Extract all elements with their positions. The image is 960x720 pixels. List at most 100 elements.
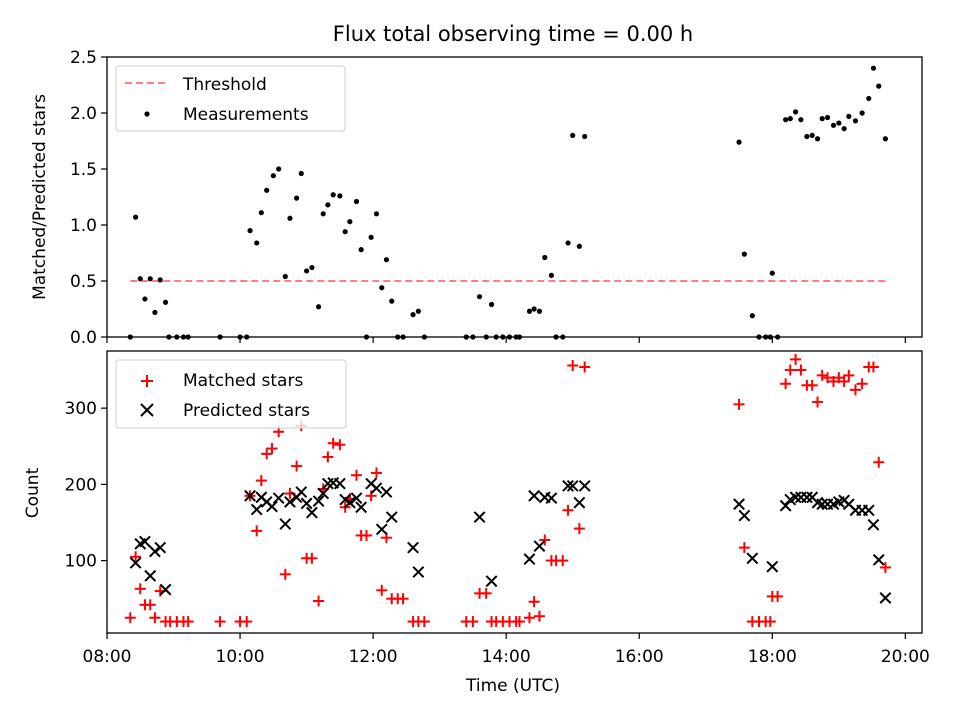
legend-threshold-label: Threshold <box>182 75 267 95</box>
measurement-point <box>852 118 859 124</box>
matched-point <box>795 364 807 376</box>
predicted-point <box>129 556 142 569</box>
measurement-point <box>769 270 775 276</box>
bottom-y-tick-label: 200 <box>65 475 97 495</box>
matched-point <box>370 467 382 479</box>
legend-matched-swatch <box>141 375 153 387</box>
measurement-point <box>309 264 315 271</box>
measurement-point <box>410 312 416 318</box>
measurement-point <box>870 65 877 71</box>
predicted-point <box>284 496 296 508</box>
predicted-point <box>800 491 813 504</box>
matched-point <box>738 542 750 554</box>
predicted-point <box>300 497 313 510</box>
top-legend: Threshold Measurements <box>115 65 346 132</box>
measurement-point <box>792 109 799 115</box>
measurement-point <box>526 308 533 314</box>
measurement-point <box>570 132 576 138</box>
matched-point <box>733 398 745 410</box>
matched-point <box>784 364 796 376</box>
measurement-point <box>830 122 837 128</box>
matched-point <box>790 353 802 365</box>
bottom-legend: Matched stars Predicted stars <box>115 359 347 429</box>
measurement-point <box>298 170 304 177</box>
matched-point <box>856 378 868 390</box>
measurement-point <box>819 116 825 122</box>
legend-predicted-label: Predicted stars <box>183 401 310 421</box>
measurement-point <box>330 192 336 198</box>
top-y-tick-label: 0.0 <box>70 328 97 348</box>
measurement-point <box>809 132 815 138</box>
measurement-point <box>798 117 804 123</box>
top-legend-box <box>115 65 346 132</box>
predicted-point <box>317 487 330 500</box>
top-y-tick-label: 2.0 <box>70 104 97 124</box>
measurement-point <box>303 268 310 274</box>
measurement-point <box>137 276 143 282</box>
top-plot-area <box>127 65 889 340</box>
predicted-point <box>573 496 586 509</box>
predicted-point <box>485 575 498 588</box>
predicted-point <box>139 535 151 548</box>
matched-point <box>149 612 161 624</box>
measurement-point <box>582 133 588 140</box>
measurement-point <box>565 240 571 246</box>
matched-point <box>849 384 861 396</box>
bottom-panel: Count Time (UTC) 100 200 300 08:00 10:00 12:… <box>23 350 930 696</box>
matched-point <box>251 525 263 537</box>
predicted-point <box>154 541 167 554</box>
predicted-point <box>343 496 356 509</box>
matched-point <box>266 443 278 455</box>
matched-point <box>241 616 253 628</box>
bottom-y-ticks: 100 200 300 <box>65 399 107 572</box>
predicted-point <box>779 499 792 512</box>
x-tick-label: 14:00 <box>482 647 531 667</box>
matched-point <box>573 523 585 535</box>
matched-point <box>360 529 372 541</box>
predicted-point <box>370 482 383 495</box>
measurement-point <box>389 298 395 304</box>
measurement-point <box>337 193 343 199</box>
matched-point <box>376 584 388 596</box>
measurement-point <box>488 301 495 308</box>
predicted-point <box>816 498 829 511</box>
top-y-tick-label: 1.0 <box>70 216 97 236</box>
predicted-point <box>738 509 751 522</box>
matched-point <box>539 534 551 546</box>
matched-point <box>528 596 540 608</box>
matched-point <box>822 372 834 384</box>
predicted-point <box>545 492 558 505</box>
predicted-point <box>872 553 885 566</box>
measurement-point <box>824 114 831 121</box>
matched-point <box>313 595 325 607</box>
matched-point <box>397 593 409 605</box>
top-y-axis-label: Matched/Predicted stars <box>30 94 50 300</box>
x-tick-label: 10:00 <box>216 647 265 667</box>
measurement-point <box>133 214 139 220</box>
top-y-ticks: 0.0 0.5 1.0 1.5 2.0 2.5 <box>70 48 107 348</box>
matched-point <box>279 568 291 580</box>
legend-matched-label: Matched stars <box>183 371 303 391</box>
x-tick-label: 16:00 <box>615 647 664 667</box>
bottom-axes-frame <box>106 350 923 634</box>
measurement-point <box>841 126 847 132</box>
measurement-point <box>814 136 821 142</box>
bottom-y-tick-label: 300 <box>65 399 97 419</box>
measurement-point <box>373 211 380 217</box>
measurement-point <box>358 247 364 253</box>
measurement-point <box>325 202 331 208</box>
measurement-point <box>383 257 390 263</box>
predicted-point <box>159 583 172 596</box>
matched-point <box>533 610 545 622</box>
top-panel: Flux total observing time = 0.00 h Match… <box>30 22 923 348</box>
measurement-point <box>254 240 260 246</box>
top-axes-frame <box>106 56 923 338</box>
predicted-point <box>862 504 875 517</box>
predicted-point <box>272 492 285 505</box>
matched-point <box>843 369 855 381</box>
measurement-point <box>282 273 288 280</box>
predicted-point <box>148 545 161 558</box>
predicted-point <box>375 523 388 536</box>
predicted-point <box>407 541 419 554</box>
matched-point <box>806 379 818 391</box>
